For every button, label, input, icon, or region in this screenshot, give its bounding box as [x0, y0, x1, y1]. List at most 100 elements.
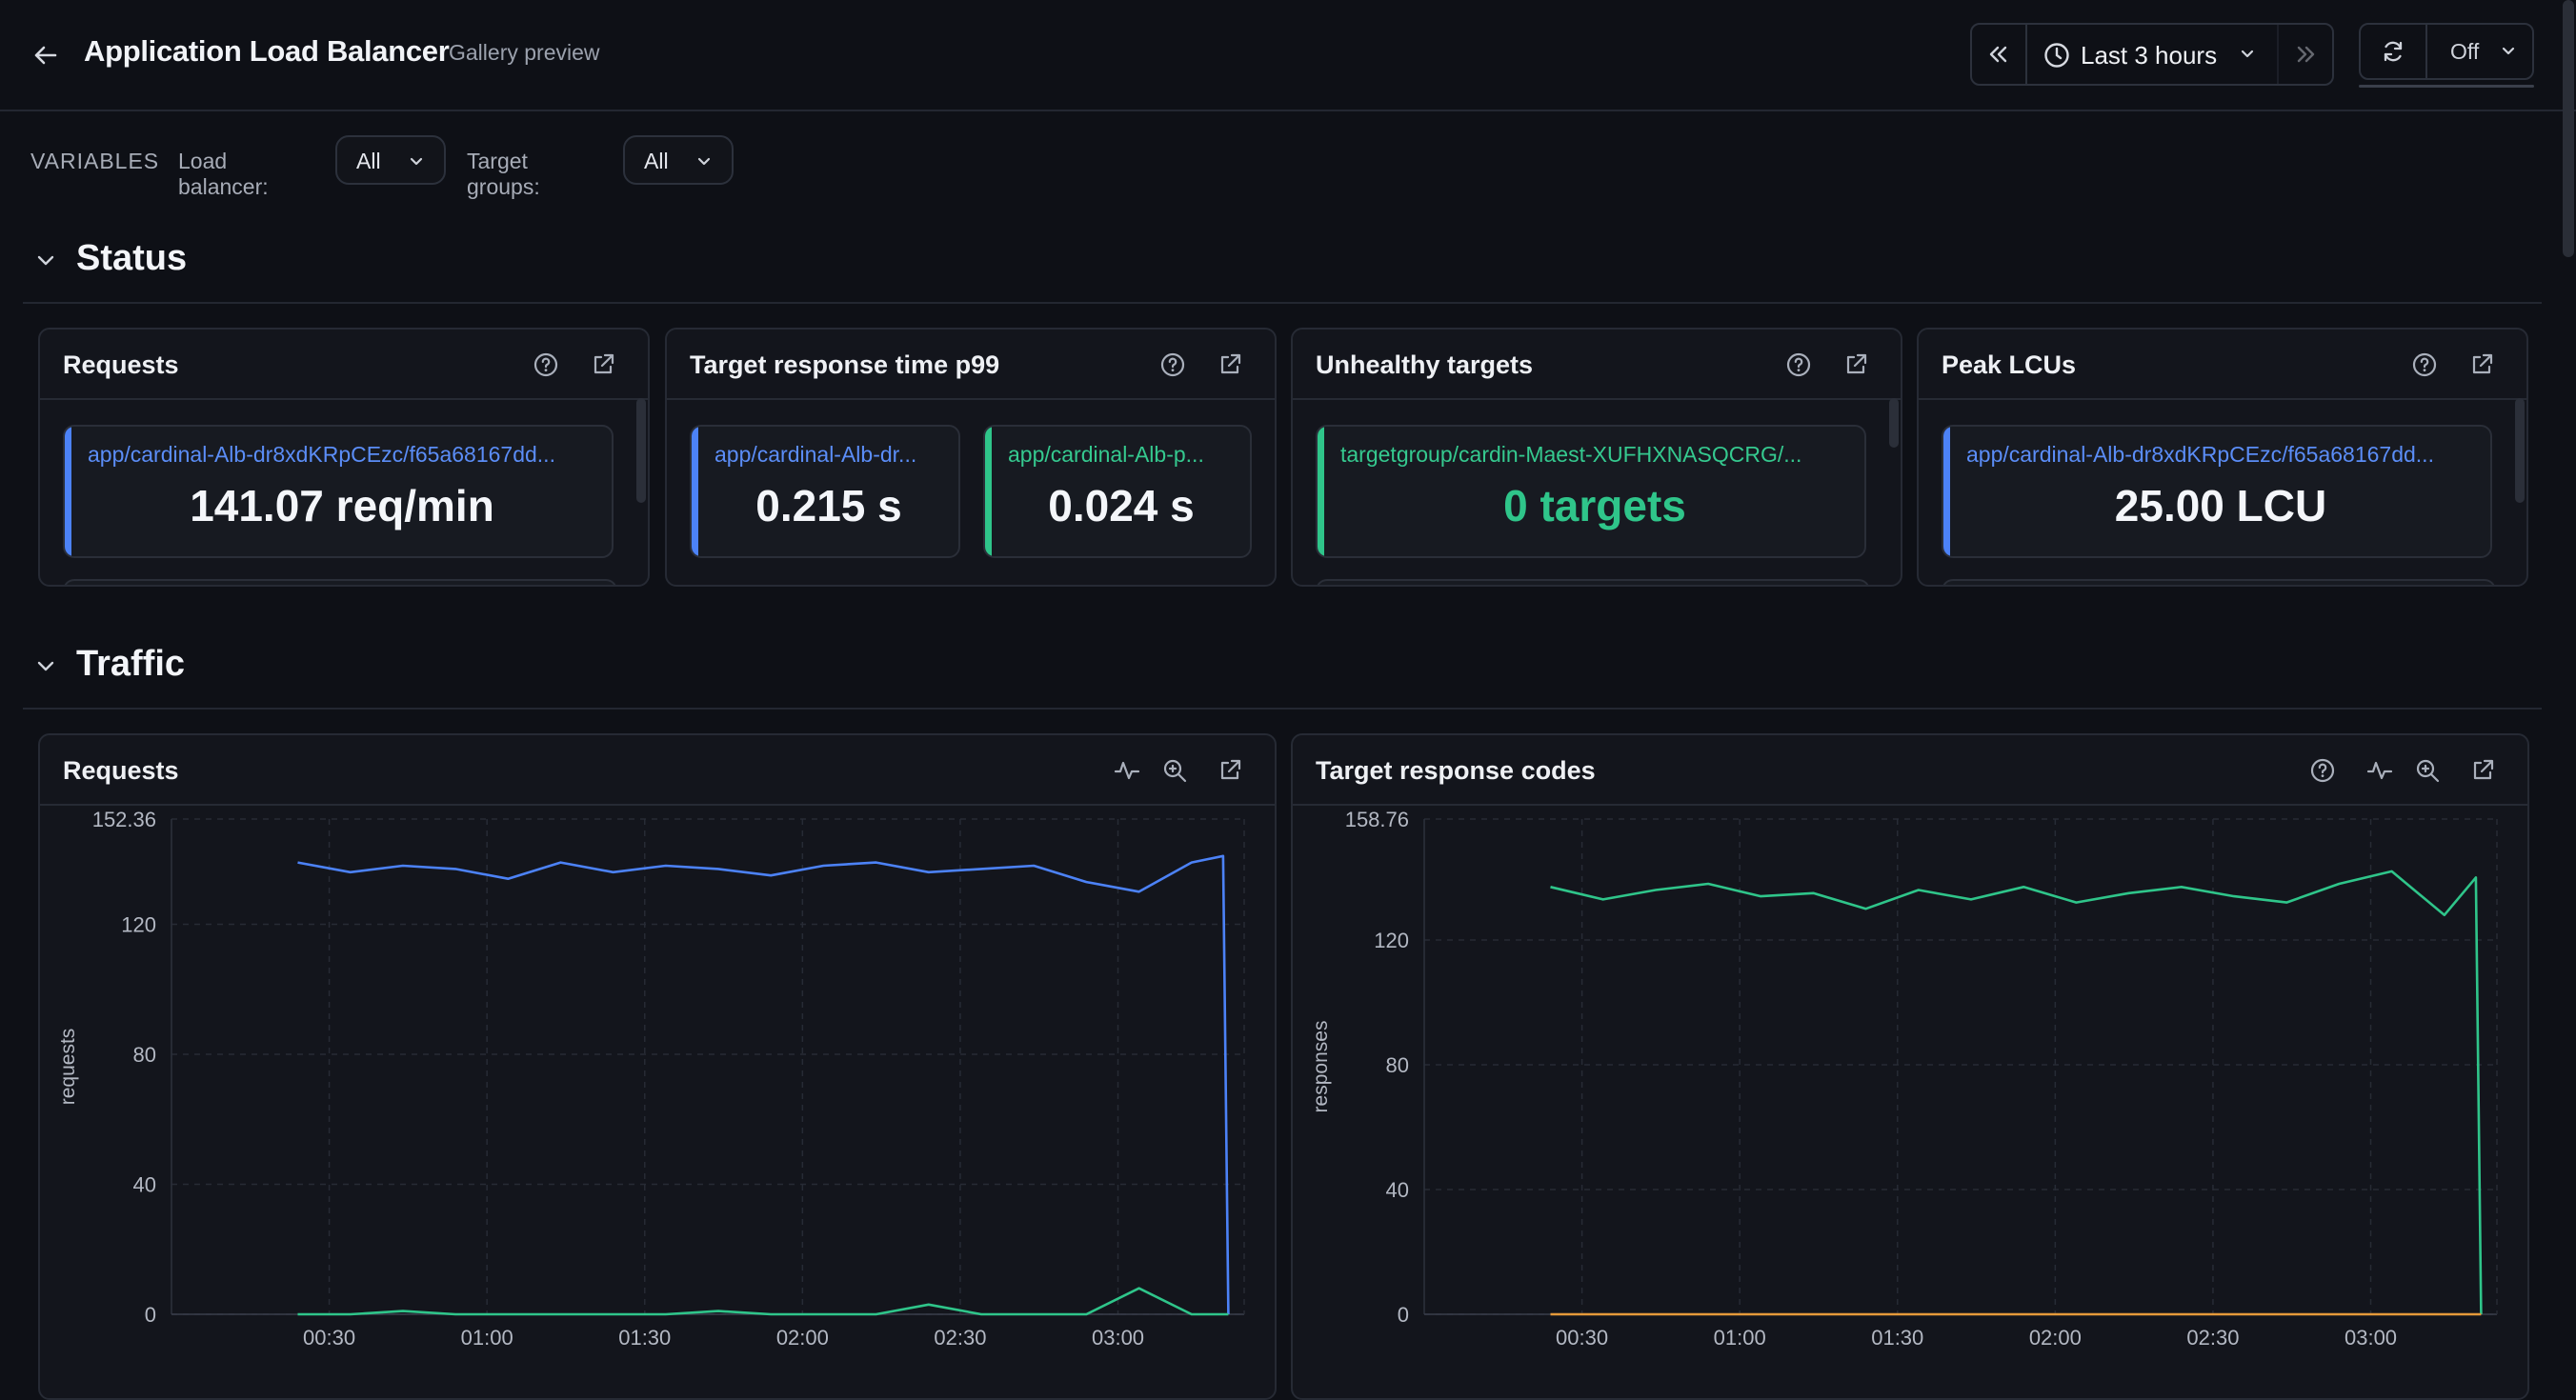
y-axis-title: requests	[57, 1029, 79, 1106]
panel-header: Unhealthy targets	[1293, 330, 1901, 400]
stat-value: 141.07 req/min	[190, 481, 494, 530]
panel-scrollbar[interactable]	[636, 398, 646, 503]
help-icon[interactable]	[1784, 350, 1813, 379]
refresh-interval-value: Off	[2450, 39, 2480, 64]
requests-stat-panel: Requests app/cardinal-Alb-dr8xdKRpCEzc/f…	[38, 328, 650, 587]
chevron-down-icon	[410, 157, 423, 166]
stat-card: app/cardinal-Alb-p... 0.024 s	[983, 425, 1252, 558]
x-tick-label: 03:00	[2345, 1326, 2397, 1350]
external-link-icon[interactable]	[1216, 756, 1244, 785]
collapse-status-chevron-icon[interactable]	[34, 250, 57, 272]
x-tick-label: 01:00	[1714, 1326, 1766, 1350]
time-range-picker: Last 3 hours	[1970, 23, 2334, 86]
stat-card: app/cardinal-Alb-dr... 0.215 s	[690, 425, 960, 558]
requests-chart-panel: Requests 152.36 120 80 40 0 00:30 01:00 01:30 02…	[38, 733, 1277, 1400]
x-tick-label: 01:30	[618, 1326, 671, 1350]
page-title: Application Load Balancer	[84, 34, 450, 68]
time-shift-forward-button[interactable]	[2277, 25, 2332, 84]
unhealthy-targets-stat-panel: Unhealthy targets targetgroup/cardin-Mae…	[1291, 328, 1902, 587]
y-tick-label: 80	[1386, 1053, 1409, 1077]
series-color-bar	[985, 427, 992, 556]
variables-label: VARIABLES	[30, 149, 160, 173]
y-tick-label: 0	[1398, 1303, 1409, 1327]
page-scrollbar[interactable]	[2563, 0, 2574, 257]
series-line	[1550, 870, 2483, 1315]
panel-title: Requests	[63, 756, 179, 785]
panel-title: Requests	[63, 350, 179, 379]
x-tick-label: 00:30	[1556, 1326, 1608, 1350]
stat-card: app/cardinal-Alb-dr8xdKRpCEzc/f65a68167d…	[63, 425, 614, 558]
y-tick-label: 40	[133, 1172, 156, 1196]
stat-series-name: app/cardinal-Alb-dr8xdKRpCEzc/f65a68167d…	[1966, 442, 2434, 467]
stat-series-name: app/cardinal-Alb-dr...	[714, 442, 917, 467]
series-color-bar	[65, 427, 71, 556]
panel-title: Peak LCUs	[1942, 350, 2077, 379]
section-title-status: Status	[76, 238, 188, 278]
x-tick-label: 02:30	[934, 1326, 986, 1350]
y-tick-label: 80	[133, 1043, 156, 1067]
stat-card-partial	[63, 579, 617, 585]
refresh-interval-select[interactable]: Off	[2427, 25, 2532, 78]
chevron-down-icon	[2241, 50, 2254, 58]
target-groups-label: Target groups:	[467, 149, 540, 199]
panel-header: Target response codes	[1293, 735, 2527, 806]
y-tick-label: 0	[145, 1303, 156, 1327]
x-tick-label: 03:00	[1092, 1326, 1144, 1350]
series-line	[297, 1287, 1229, 1316]
stat-series-name: targetgroup/cardin-Maest-XUFHXNASQCRG/..…	[1340, 442, 1802, 467]
zoom-icon[interactable]	[1160, 756, 1189, 785]
panel-title: Unhealthy targets	[1316, 350, 1534, 379]
series-color-bar	[1943, 427, 1950, 556]
peak-lcus-stat-panel: Peak LCUs app/cardinal-Alb-dr8xdKRpCEzc/…	[1917, 328, 2528, 587]
activity-pulse-icon[interactable]	[2365, 756, 2394, 785]
refresh-button[interactable]	[2361, 25, 2427, 78]
double-chevron-right-icon	[2297, 46, 2315, 63]
time-shift-back-button[interactable]	[1972, 25, 2027, 84]
double-chevron-left-icon	[1989, 46, 2007, 63]
stat-series-name: app/cardinal-Alb-p...	[1008, 442, 1204, 467]
panel-title: Target response codes	[1316, 756, 1596, 785]
section-divider	[23, 302, 2542, 304]
y-axis-title: responses	[1310, 1021, 1332, 1113]
activity-pulse-icon[interactable]	[1113, 756, 1141, 785]
external-link-icon[interactable]	[589, 350, 617, 379]
panel-header: Requests	[40, 735, 1275, 806]
section-title-traffic: Traffic	[76, 644, 186, 684]
target-groups-select[interactable]: All	[623, 135, 734, 185]
help-icon[interactable]	[532, 350, 560, 379]
stat-card-partial	[1316, 579, 1870, 585]
external-link-icon[interactable]	[2468, 756, 2497, 785]
target-response-codes-line-chart[interactable]: 158.76 120 80 40 0 00:30 01:00 01:30 02:00 02:30 0…	[1293, 804, 2527, 1400]
external-link-icon[interactable]	[1841, 350, 1870, 379]
y-tick-label: 40	[1386, 1178, 1409, 1202]
x-tick-label: 01:30	[1871, 1326, 1923, 1350]
panel-header: Peak LCUs	[1919, 330, 2526, 400]
y-tick-label: 152.36	[92, 808, 156, 831]
page-subtitle: Gallery preview	[449, 40, 600, 65]
x-tick-label: 01:00	[461, 1326, 513, 1350]
stat-card: targetgroup/cardin-Maest-XUFHXNASQCRG/..…	[1316, 425, 1866, 558]
load-balancer-select[interactable]: All	[335, 135, 446, 185]
external-link-icon[interactable]	[2467, 350, 2496, 379]
help-icon[interactable]	[2410, 350, 2439, 379]
requests-line-chart[interactable]: 152.36 120 80 40 0 00:30 01:00 01:30 02:00 02:30 0…	[40, 804, 1275, 1400]
help-icon[interactable]	[1158, 350, 1187, 379]
refresh-icon	[2384, 41, 2403, 62]
top-bar: Application Load Balancer Gallery previe…	[0, 0, 2576, 111]
collapse-traffic-chevron-icon[interactable]	[34, 655, 57, 678]
stat-series-name: app/cardinal-Alb-dr8xdKRpCEzc/f65a68167d…	[88, 442, 555, 467]
panel-scrollbar[interactable]	[1889, 398, 1899, 448]
help-icon[interactable]	[2308, 756, 2337, 785]
stat-value: 0.024 s	[1048, 481, 1195, 530]
back-arrow-icon[interactable]	[27, 36, 65, 74]
zoom-icon[interactable]	[2413, 756, 2442, 785]
panel-scrollbar[interactable]	[2515, 398, 2525, 503]
time-range-button[interactable]: Last 3 hours	[2027, 25, 2277, 84]
stat-card-partial	[1942, 579, 2496, 585]
target-groups-value: All	[644, 149, 669, 173]
external-link-icon[interactable]	[1216, 350, 1244, 379]
section-divider	[23, 708, 2542, 710]
refresh-picker: Off	[2359, 23, 2534, 80]
target-response-codes-chart-panel: Target response codes 158.76 120 80 40 0 00:3…	[1291, 733, 2529, 1400]
x-tick-label: 00:30	[303, 1326, 355, 1350]
